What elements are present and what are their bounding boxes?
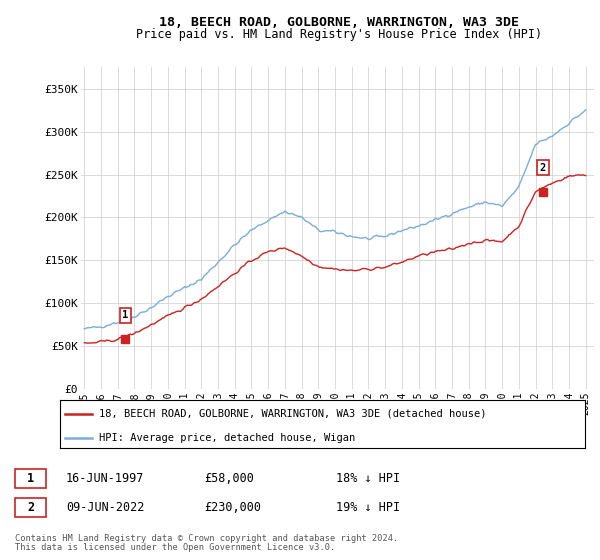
Text: £58,000: £58,000	[204, 472, 254, 485]
Text: 2: 2	[27, 501, 34, 514]
Text: HPI: Average price, detached house, Wigan: HPI: Average price, detached house, Wiga…	[100, 432, 356, 442]
Text: 16-JUN-1997: 16-JUN-1997	[66, 472, 145, 485]
Text: £230,000: £230,000	[204, 501, 261, 514]
Text: 1: 1	[27, 472, 34, 485]
Text: 19% ↓ HPI: 19% ↓ HPI	[336, 501, 400, 514]
Text: Contains HM Land Registry data © Crown copyright and database right 2024.: Contains HM Land Registry data © Crown c…	[15, 534, 398, 543]
Text: 18, BEECH ROAD, GOLBORNE, WARRINGTON, WA3 3DE (detached house): 18, BEECH ROAD, GOLBORNE, WARRINGTON, WA…	[100, 409, 487, 419]
Text: Price paid vs. HM Land Registry's House Price Index (HPI): Price paid vs. HM Land Registry's House …	[136, 28, 542, 41]
Text: 09-JUN-2022: 09-JUN-2022	[66, 501, 145, 514]
Text: This data is licensed under the Open Government Licence v3.0.: This data is licensed under the Open Gov…	[15, 543, 335, 552]
Text: 18, BEECH ROAD, GOLBORNE, WARRINGTON, WA3 3DE: 18, BEECH ROAD, GOLBORNE, WARRINGTON, WA…	[159, 16, 519, 29]
Text: 18% ↓ HPI: 18% ↓ HPI	[336, 472, 400, 485]
Text: 1: 1	[122, 310, 128, 320]
Text: 2: 2	[540, 162, 546, 172]
